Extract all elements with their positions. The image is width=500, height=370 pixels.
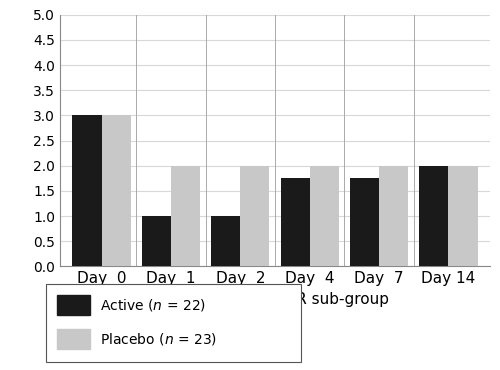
Bar xyxy=(280,178,310,266)
Bar xyxy=(240,166,270,266)
Bar xyxy=(448,166,478,266)
Text: Active ($n$ = 22): Active ($n$ = 22) xyxy=(100,297,206,313)
X-axis label: Median RQSS, NAR sub-group: Median RQSS, NAR sub-group xyxy=(162,292,388,307)
Bar xyxy=(350,178,379,266)
Bar xyxy=(420,166,448,266)
Bar xyxy=(310,166,339,266)
Bar xyxy=(142,216,171,266)
Text: Placebo ($n$ = 23): Placebo ($n$ = 23) xyxy=(100,331,218,347)
Bar xyxy=(56,295,90,315)
Bar xyxy=(56,329,90,349)
Bar xyxy=(211,216,240,266)
Bar xyxy=(171,166,200,266)
FancyBboxPatch shape xyxy=(46,284,301,362)
Bar xyxy=(379,166,408,266)
Bar xyxy=(72,115,102,266)
Bar xyxy=(102,115,130,266)
